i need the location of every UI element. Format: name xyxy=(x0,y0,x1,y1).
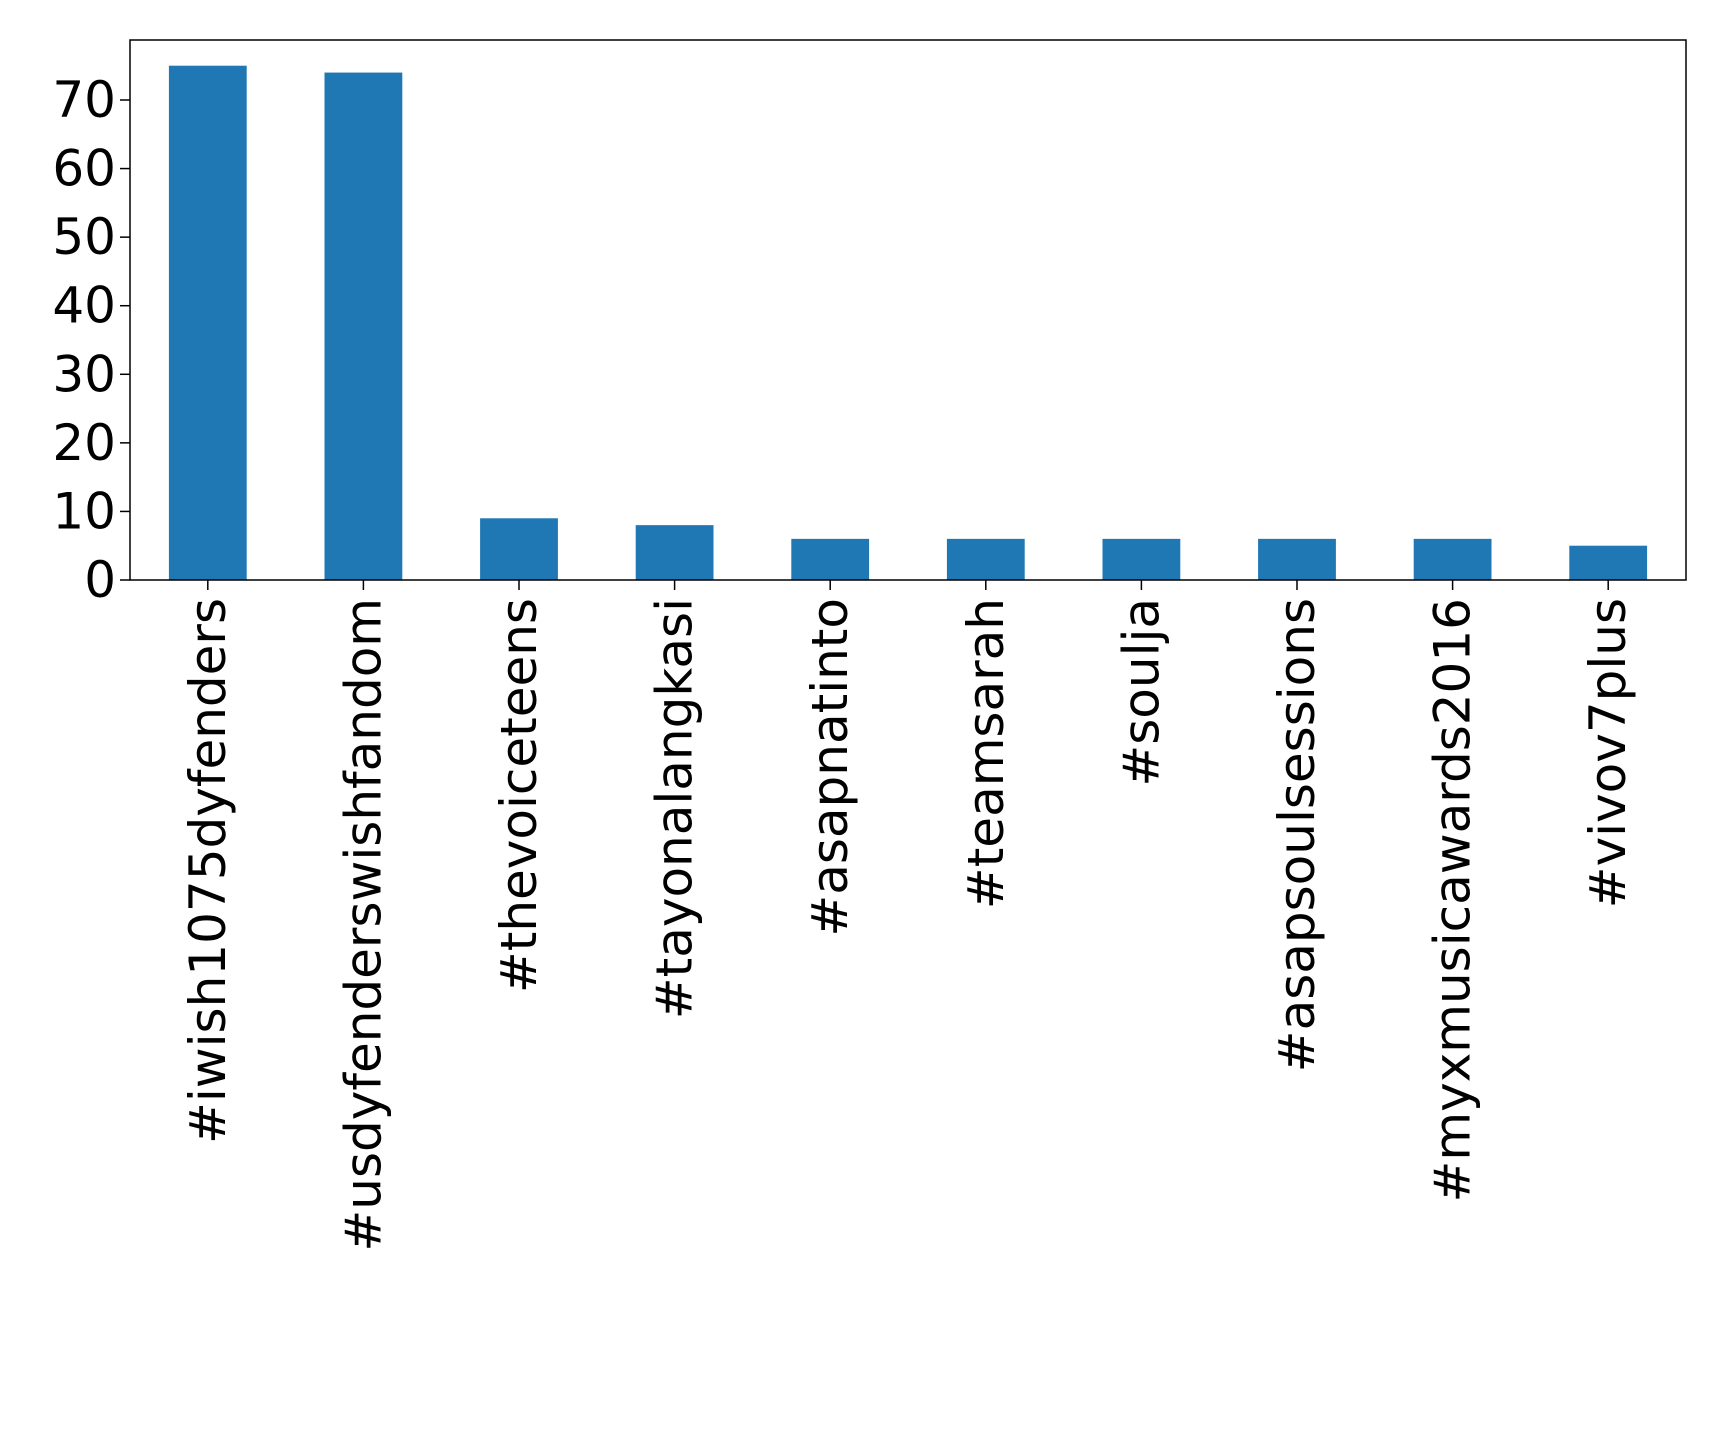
bars-group xyxy=(168,65,1648,581)
x-tick-label-1: #usdyfenderswishfandom xyxy=(334,598,392,1252)
x-axis: #iwish1075dyfenders #usdyfenderswishfando… xyxy=(179,580,1637,1252)
bar-8 xyxy=(1413,538,1492,580)
y-tick-label-4: 40 xyxy=(52,277,116,335)
bar-5 xyxy=(946,538,1025,580)
x-tick-label-7: #asapsoulsessions xyxy=(1268,598,1326,1072)
bar-7 xyxy=(1258,538,1336,580)
x-tick-label-6: #soulja xyxy=(1112,598,1170,787)
bar-4 xyxy=(791,538,870,580)
bar-0 xyxy=(168,65,247,580)
bar-6 xyxy=(1102,538,1181,580)
bar-3 xyxy=(635,525,714,580)
x-tick-label-0: #iwish1075dyfenders xyxy=(179,598,237,1144)
plot-frame xyxy=(129,39,1687,581)
y-tick-label-3: 30 xyxy=(52,345,116,403)
bar-2 xyxy=(480,518,558,580)
y-tick-label-5: 50 xyxy=(52,208,116,266)
y-tick-label-6: 60 xyxy=(52,140,116,198)
x-tick-label-5: #teamsarah xyxy=(957,598,1015,909)
y-tick-label-7: 70 xyxy=(52,71,116,129)
bar-9 xyxy=(1569,545,1648,580)
x-tick-label-8: #myxmusicawards2016 xyxy=(1424,598,1482,1203)
y-axis: 0 10 20 30 40 50 60 70 xyxy=(52,71,130,609)
y-tick-label-1: 10 xyxy=(52,482,116,540)
x-tick-label-9: #vivov7plus xyxy=(1579,598,1637,908)
y-tick-label-0: 0 xyxy=(84,551,116,609)
y-tick-label-2: 20 xyxy=(52,414,116,472)
x-tick-label-4: #asapnatinto xyxy=(801,598,859,937)
bar-1 xyxy=(324,72,403,581)
x-tick-label-2: #thevoiceteens xyxy=(490,598,548,993)
x-tick-label-3: #tayonalangkasi xyxy=(646,598,704,1019)
